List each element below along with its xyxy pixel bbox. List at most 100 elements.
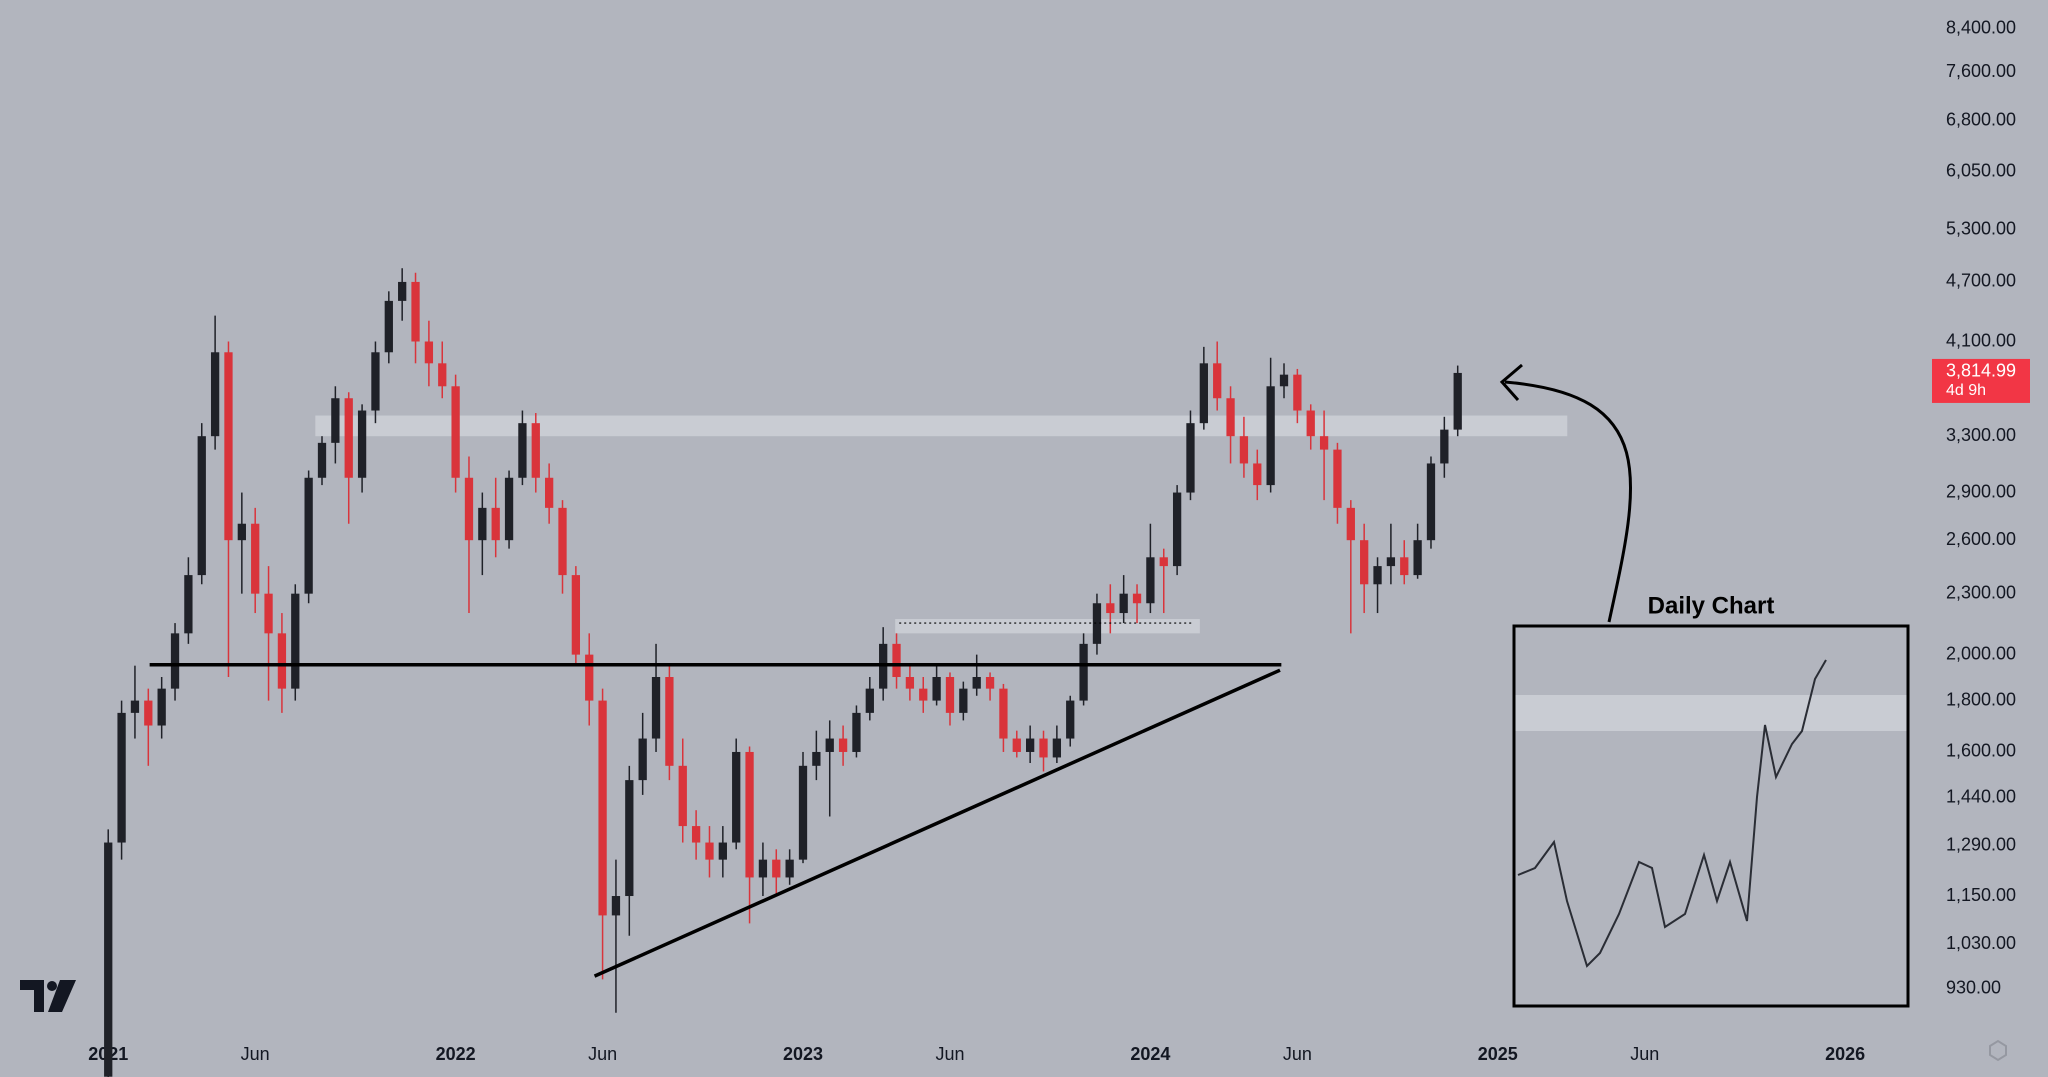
y-tick-label: 5,300.00 (1946, 218, 2016, 238)
candle-body (905, 677, 915, 689)
candle-body (1226, 398, 1235, 437)
candle-body (1333, 449, 1342, 508)
zone (895, 619, 1200, 634)
candle-body (1213, 363, 1222, 399)
candle-body (1319, 436, 1329, 450)
y-tick-label: 6,050.00 (1946, 161, 2016, 181)
candle-body (210, 352, 220, 437)
candle-body (558, 507, 567, 576)
candle-body (1199, 363, 1208, 424)
candle-body (638, 738, 647, 781)
candle-body (945, 677, 955, 713)
candle-body (518, 423, 527, 478)
x-tick-label: Jun (1283, 1044, 1312, 1064)
candle-body (932, 677, 941, 701)
y-tick-label: 3,300.00 (1946, 425, 2016, 445)
last-price-box (1932, 358, 2030, 403)
candle-body (251, 523, 260, 594)
candle-body (1146, 557, 1155, 604)
x-tick-label: Jun (588, 1044, 617, 1064)
y-tick-label: 1,800.00 (1946, 689, 2016, 709)
inset-zone (1514, 695, 1908, 731)
candle-body (812, 751, 821, 766)
candle-body (504, 477, 514, 541)
candle-body (224, 352, 233, 541)
candle-body (1186, 423, 1195, 493)
candle-body (344, 398, 353, 478)
zone (315, 415, 1568, 437)
x-tick-label: Jun (1630, 1044, 1659, 1064)
y-tick-label: 2,600.00 (1946, 529, 2016, 549)
x-tick-label: 2026 (1825, 1044, 1865, 1064)
y-tick-label: 4,700.00 (1946, 271, 2016, 291)
y-tick-label: 2,000.00 (1946, 643, 2016, 663)
x-tick-label: 2025 (1478, 1044, 1518, 1064)
candle-body (1400, 557, 1409, 576)
candle-body (277, 633, 287, 689)
candle-body (117, 712, 126, 843)
y-tick-label: 7,600.00 (1946, 61, 2016, 81)
candle-body (1360, 540, 1369, 585)
y-tick-label: 930.00 (1946, 977, 2001, 997)
candle-body (1052, 738, 1062, 758)
candle-body (371, 352, 380, 411)
candle-body (1293, 374, 1302, 411)
y-tick-label: 4,100.00 (1946, 330, 2016, 350)
candle-body (745, 751, 754, 878)
inset-title: Daily Chart (1648, 592, 1775, 619)
candle-body (1159, 557, 1168, 567)
y-tick-label: 1,440.00 (1946, 787, 2016, 807)
candle-body (1066, 700, 1075, 739)
candle-body (184, 575, 193, 634)
candle-body (237, 523, 246, 541)
y-tick-label: 2,900.00 (1946, 481, 2016, 501)
candle-body (130, 700, 140, 713)
logo (20, 980, 76, 1012)
candle-body (491, 507, 500, 541)
candle-body (424, 341, 434, 364)
candle-body (705, 842, 714, 860)
settings-icon[interactable] (1989, 1039, 2007, 1062)
candle-body (170, 633, 180, 689)
inset-price-path (1517, 659, 1827, 968)
candle-body (985, 677, 995, 689)
candle-body (531, 423, 540, 478)
candle-body (625, 780, 634, 897)
x-tick-label: 2023 (783, 1044, 823, 1064)
candle-body (1453, 372, 1462, 430)
candle-body (1106, 603, 1115, 614)
arrow-head (1499, 363, 1523, 401)
candle-body (1346, 507, 1355, 541)
candle-body (317, 442, 327, 478)
candle-body (972, 677, 981, 689)
countdown-label: 4d 9h (1946, 382, 1986, 399)
candle-body (785, 859, 794, 878)
candle-body (1279, 374, 1289, 387)
inset: Daily Chart (1512, 592, 1910, 1008)
candle-body (825, 738, 834, 752)
candle-body (852, 712, 861, 752)
candle-body (291, 593, 300, 689)
y-tick-label: 6,800.00 (1946, 110, 2016, 130)
candle-body (1413, 540, 1422, 576)
candle-body (545, 477, 554, 508)
arrow (1504, 380, 1632, 623)
candle-body (798, 765, 808, 860)
candle-body (651, 677, 661, 739)
candle-body (1386, 557, 1396, 567)
candle-body (718, 842, 727, 860)
last-price-label: 3,814.99 (1946, 361, 2016, 381)
candle-body (1253, 463, 1262, 486)
candle-body (598, 700, 607, 916)
candle-body (772, 859, 781, 878)
drawn-line (593, 668, 1281, 978)
inset-frame (1512, 624, 1910, 1008)
candle-body (331, 398, 340, 443)
candle-body (451, 386, 460, 478)
candle-body (758, 859, 768, 878)
candle-body (1239, 436, 1249, 464)
x-tick-label: Jun (241, 1044, 270, 1064)
